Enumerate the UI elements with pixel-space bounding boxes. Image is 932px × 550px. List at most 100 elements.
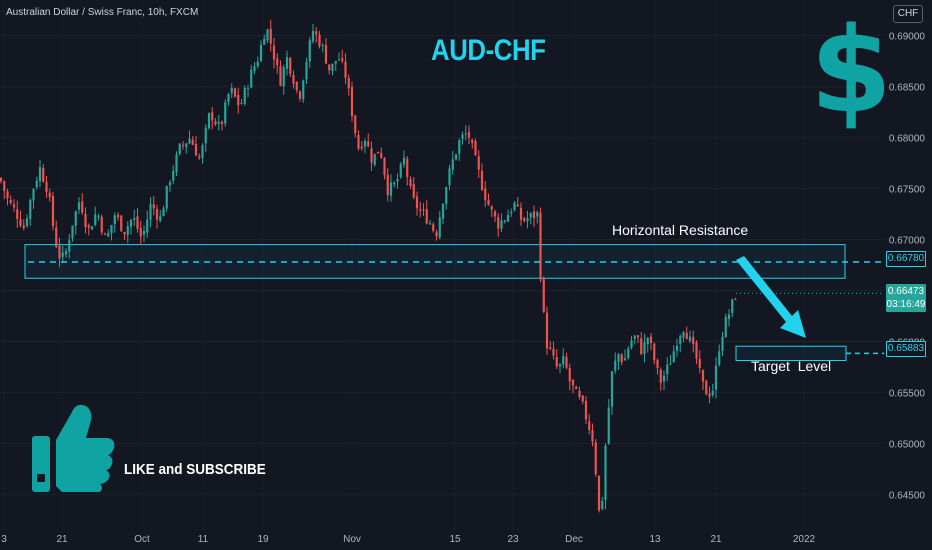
candle-body (45, 182, 48, 192)
candle-body (373, 153, 376, 165)
candle-body (701, 369, 705, 382)
candle-body (25, 218, 29, 226)
x-tick-label: 3 (1, 534, 7, 545)
bar-countdown-tag: 03:16:49 (886, 297, 926, 312)
candle-body (103, 233, 107, 235)
candle-body (461, 134, 464, 139)
y-tick-label: 0.68000 (889, 134, 926, 145)
candle-body (376, 151, 380, 154)
candle-body (194, 143, 198, 156)
candle-body (139, 227, 142, 237)
candle-body (516, 204, 519, 207)
candle-body (201, 145, 204, 158)
candle-body (718, 351, 721, 365)
candle-body (230, 87, 233, 94)
candle-body (120, 215, 123, 232)
candle-body (575, 386, 578, 390)
candle-body (354, 115, 357, 134)
candle-body (185, 143, 188, 147)
candle-body (503, 220, 506, 222)
candle-body (662, 375, 666, 382)
candle-body (295, 81, 298, 91)
candle-body (386, 174, 389, 196)
x-tick-label: 11 (198, 534, 209, 545)
candle-body (90, 226, 94, 230)
candle-body (0, 178, 3, 182)
candle-body (506, 215, 510, 222)
currency-button[interactable]: CHF (893, 5, 923, 23)
candle-body (250, 69, 253, 88)
candle-body (714, 365, 718, 390)
target-price-tag: 0.65883 (886, 341, 926, 357)
candle-body (659, 369, 662, 383)
candle-body (165, 185, 168, 209)
candle-body (191, 139, 194, 145)
candle-body (711, 390, 714, 396)
candle-body (370, 148, 373, 163)
candle-body (266, 29, 269, 41)
candle-body (302, 80, 305, 100)
candle-body (594, 442, 597, 475)
candle-body (428, 223, 432, 225)
x-tick-label: 21 (710, 534, 722, 545)
candle-body (643, 342, 646, 355)
candle-body (211, 112, 214, 121)
candle-body (224, 102, 227, 124)
candle-body (367, 141, 370, 147)
symbol-title: Australian Dollar / Swiss Franc, 10h, FX… (6, 7, 199, 18)
y-tick-label: 0.69000 (889, 32, 926, 43)
y-tick-label: 0.65500 (889, 388, 926, 399)
candle-body (734, 298, 737, 300)
candle-body (526, 218, 529, 222)
candle-body (549, 347, 552, 349)
candle-body (523, 218, 526, 221)
candle-body (272, 45, 276, 60)
candle-body (513, 203, 516, 211)
candle-body (666, 364, 669, 375)
candle-body (597, 475, 601, 511)
candle-body (126, 226, 129, 235)
candle-body (162, 208, 165, 217)
candle-body (12, 204, 16, 208)
candle-body (22, 225, 25, 228)
candle-body (334, 61, 337, 64)
dollar-icon: $ (810, 1, 893, 139)
candle-body (263, 38, 266, 45)
candle-body (480, 170, 484, 190)
candle-body (558, 364, 562, 367)
candle-body (308, 40, 311, 62)
candle-body (77, 202, 81, 210)
candle-body (623, 358, 627, 361)
x-tick-label: 15 (449, 534, 461, 545)
candle-body (217, 122, 220, 124)
candle-body (155, 209, 159, 220)
candle-body (159, 216, 162, 221)
candle-body (610, 371, 614, 407)
x-tick-label: 19 (257, 534, 269, 545)
thumbs-up-icon (32, 404, 115, 492)
candle-body (227, 94, 230, 103)
candle-body (204, 127, 207, 144)
candle-body (42, 168, 45, 182)
candle-body (81, 201, 84, 213)
candle-body (175, 154, 178, 173)
candle-body (474, 140, 477, 156)
candle-body (389, 182, 393, 196)
candle-body (419, 209, 422, 211)
candle-body (142, 231, 146, 235)
candle-body (705, 380, 708, 395)
candle-body (110, 225, 113, 234)
candle-body (682, 332, 685, 338)
candle-body (731, 299, 734, 314)
x-tick-label: Dec (565, 534, 583, 545)
candle-body (84, 213, 87, 227)
candle-body (51, 195, 55, 227)
candle-body (454, 154, 458, 160)
candle-body (529, 213, 532, 218)
candle-body (588, 421, 591, 430)
candle-body (380, 153, 383, 158)
candle-body (425, 209, 428, 224)
candle-body (305, 61, 308, 80)
